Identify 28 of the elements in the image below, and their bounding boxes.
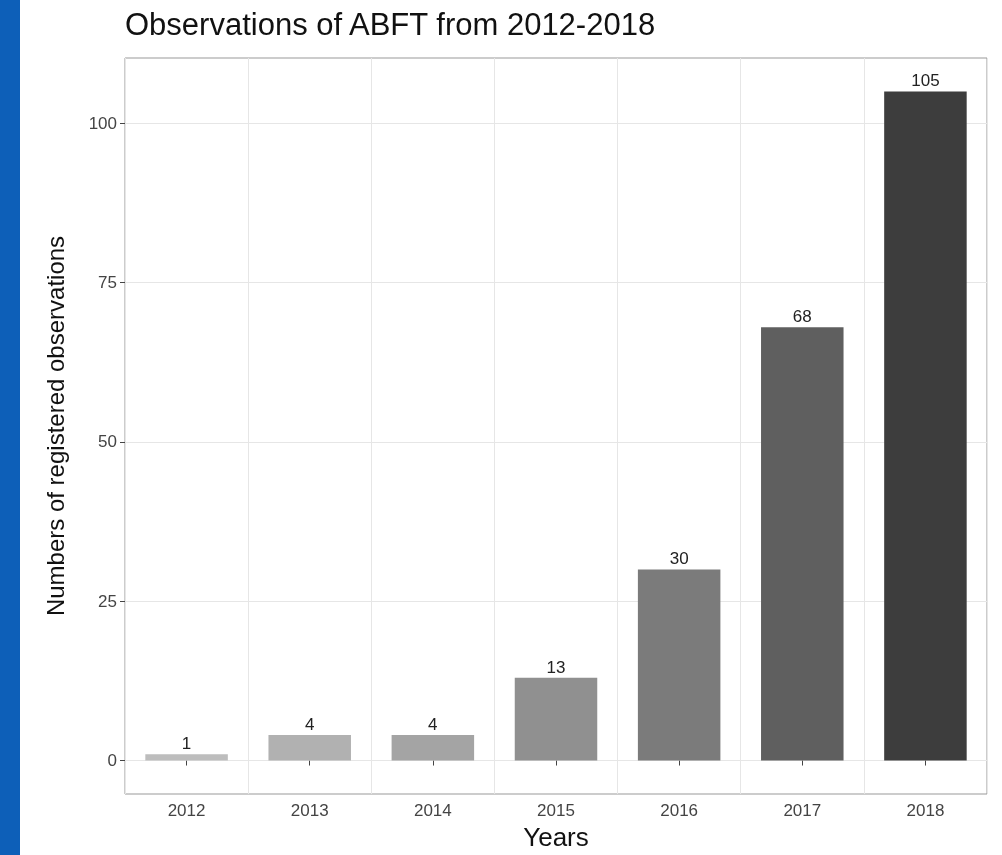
data-label: 1 xyxy=(181,734,192,754)
x-tick-label: 2018 xyxy=(906,801,945,820)
chart-title: Observations of ABFT from 2012-2018 xyxy=(125,7,656,42)
x-tick-label: 2012 xyxy=(167,801,206,820)
bar xyxy=(391,735,475,761)
bar xyxy=(268,735,351,761)
y-tick-label: 0 xyxy=(107,751,117,771)
bar xyxy=(761,327,844,761)
x-axis-title: Years xyxy=(523,822,589,852)
data-label: 4 xyxy=(428,715,438,735)
bar xyxy=(637,569,721,761)
bar xyxy=(514,677,598,761)
x-tick-label: 2013 xyxy=(290,801,329,820)
x-tick-label: 2015 xyxy=(537,801,575,820)
data-label: 13 xyxy=(546,657,566,677)
y-tick-label: 50 xyxy=(98,432,117,452)
y-tick-label: 25 xyxy=(98,591,117,611)
data-label: 68 xyxy=(792,307,812,327)
data-label: 4 xyxy=(304,715,315,735)
y-tick-label: 100 xyxy=(88,113,117,133)
bar xyxy=(145,754,228,761)
x-tick-label: 2014 xyxy=(413,801,452,820)
x-tick-label: 2016 xyxy=(660,801,699,820)
y-axis-title: Numbers of registered observations xyxy=(41,235,69,617)
y-tick-label: 75 xyxy=(98,273,117,293)
data-label: 105 xyxy=(911,71,940,91)
data-label: 30 xyxy=(669,549,689,569)
x-tick-label: 2017 xyxy=(783,801,822,820)
